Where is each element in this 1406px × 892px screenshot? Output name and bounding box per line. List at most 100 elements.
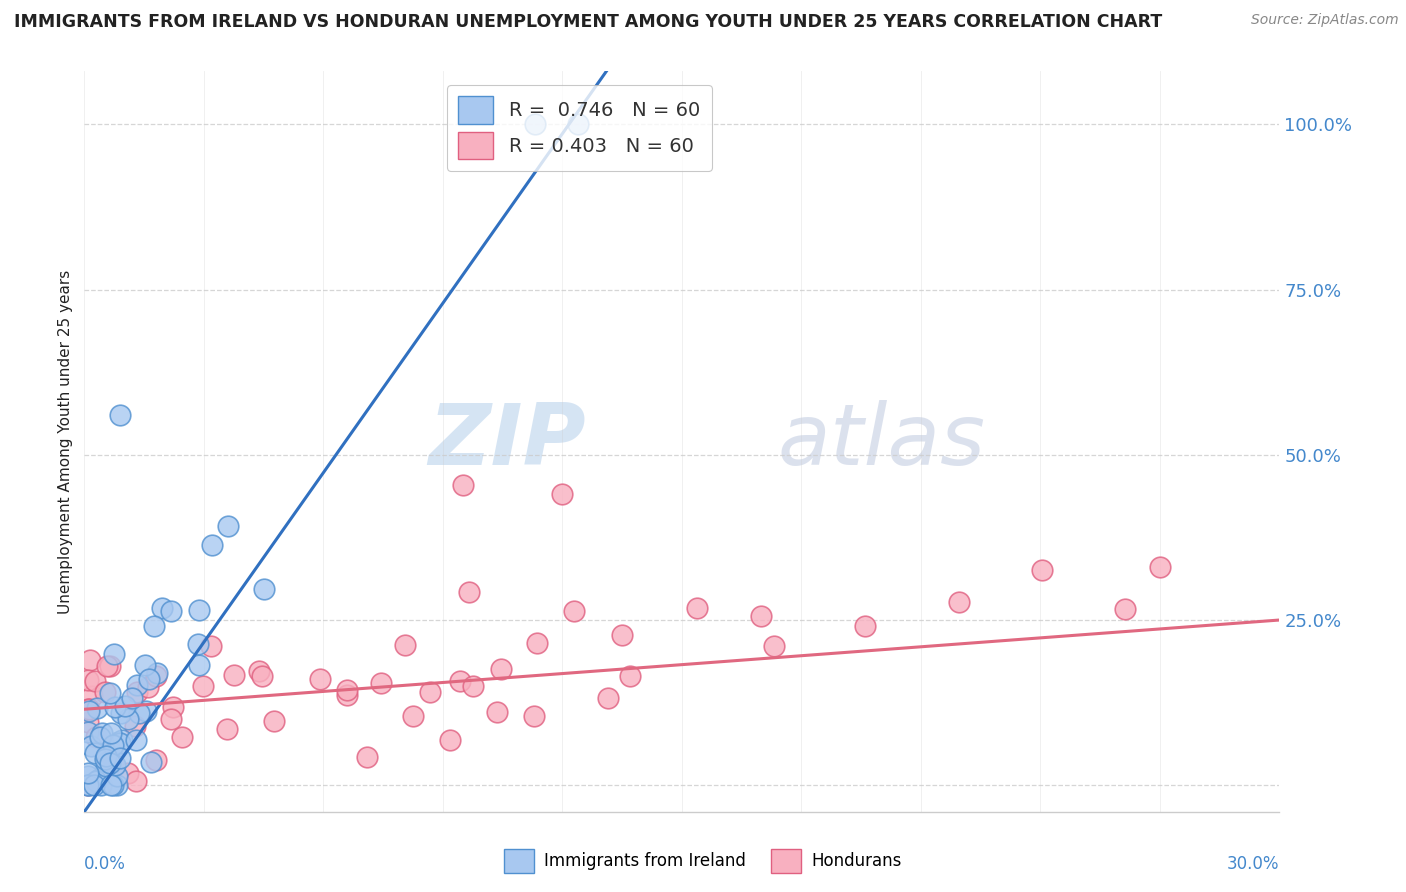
Point (252, 669, 274, 683)
Point (79, 702, 101, 716)
Point (128, 706, 150, 720)
Point (91, 726, 114, 740)
Point (853, 619, 876, 633)
Point (108, 736, 131, 750)
Point (451, 477, 474, 491)
Point (215, 723, 238, 737)
Point (1031, 563, 1053, 577)
Y-axis label: Unemployment Among Youth under 25 years: Unemployment Among Youth under 25 years (58, 269, 73, 614)
Point (77, 701, 100, 715)
Point (96, 761, 118, 775)
Point (619, 669, 641, 683)
Point (77, 769, 100, 783)
Point (336, 682, 359, 697)
Point (762, 639, 785, 653)
Legend: Immigrants from Ireland, Hondurans: Immigrants from Ireland, Hondurans (498, 842, 908, 880)
Point (188, 657, 211, 672)
Point (159, 712, 181, 726)
Point (394, 638, 416, 652)
Point (125, 773, 148, 788)
Point (77, 778, 100, 792)
Point (172, 730, 194, 744)
Point (80, 739, 103, 754)
Point (77, 778, 100, 792)
Point (201, 538, 224, 552)
Point (125, 685, 148, 699)
Point (111, 733, 134, 747)
Text: atlas: atlas (778, 400, 986, 483)
Point (263, 714, 285, 729)
Point (160, 604, 183, 618)
Point (121, 691, 143, 706)
Point (110, 706, 132, 721)
Point (103, 700, 125, 714)
Point (101, 778, 124, 792)
Point (107, 735, 129, 749)
Point (336, 688, 359, 702)
Point (86, 701, 108, 715)
Point (124, 732, 146, 747)
Point (610, 628, 633, 642)
Point (96, 659, 118, 673)
Point (419, 684, 441, 698)
Point (117, 712, 139, 726)
Point (749, 608, 772, 623)
Point (191, 679, 214, 693)
Point (103, 738, 125, 752)
Legend: R =  0.746   N = 60, R = 0.403   N = 60: R = 0.746 N = 60, R = 0.403 N = 60 (447, 85, 711, 171)
Point (110, 408, 132, 422)
Point (101, 757, 124, 772)
Point (80, 689, 103, 703)
Point (94, 685, 117, 699)
Point (523, 117, 546, 131)
Point (98, 756, 121, 770)
Point (77, 715, 100, 730)
Point (485, 705, 508, 719)
Point (134, 658, 156, 673)
Point (562, 604, 585, 618)
Point (356, 749, 378, 764)
Point (94, 752, 117, 766)
Point (100, 725, 122, 739)
Point (94, 759, 117, 773)
Point (138, 673, 160, 687)
Point (526, 636, 548, 650)
Point (135, 704, 157, 718)
Text: Source: ZipAtlas.com: Source: ZipAtlas.com (1251, 13, 1399, 28)
Point (449, 674, 471, 689)
Point (77, 725, 100, 739)
Point (105, 769, 128, 783)
Point (77, 778, 100, 792)
Point (224, 668, 246, 682)
Point (96, 755, 118, 769)
Point (217, 519, 239, 533)
Point (370, 676, 392, 690)
Point (84, 774, 107, 789)
Point (101, 745, 124, 759)
Point (89, 772, 111, 786)
Point (523, 708, 546, 723)
Point (308, 672, 330, 686)
Text: 0.0%: 0.0% (84, 855, 127, 872)
Point (150, 601, 173, 615)
Point (489, 662, 512, 676)
Point (107, 778, 129, 792)
Point (96, 749, 118, 764)
Point (114, 699, 136, 714)
Point (439, 732, 461, 747)
Point (117, 766, 139, 780)
Point (84, 747, 107, 761)
Point (551, 487, 574, 501)
Point (77, 673, 100, 687)
Point (187, 637, 209, 651)
Point (458, 585, 481, 599)
Point (127, 678, 149, 692)
Point (188, 603, 211, 617)
Point (948, 594, 970, 608)
Point (402, 709, 425, 723)
Point (84, 730, 107, 744)
Point (108, 751, 131, 765)
Point (461, 679, 484, 693)
Point (598, 690, 620, 705)
Text: 30.0%: 30.0% (1227, 855, 1279, 872)
